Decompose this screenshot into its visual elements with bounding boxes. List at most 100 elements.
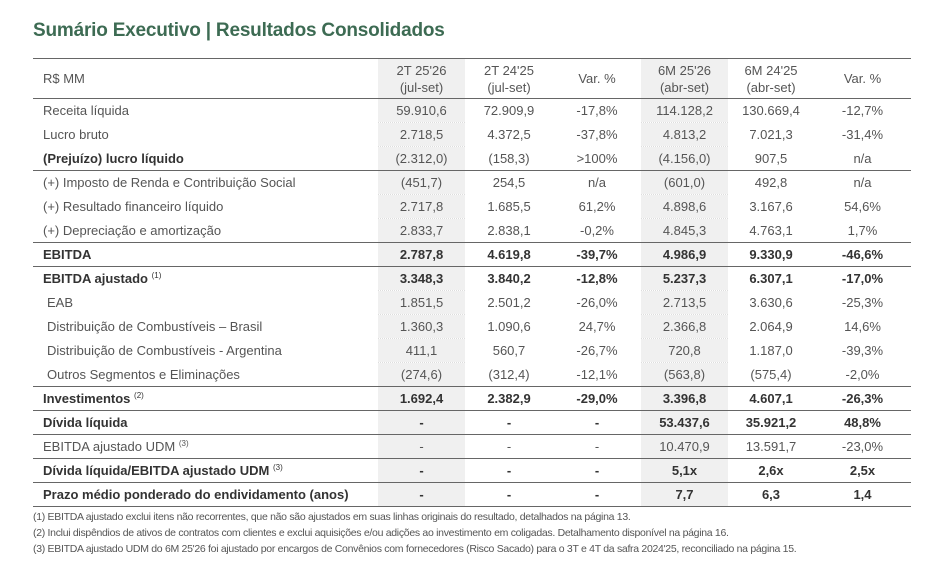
footnote: (3) EBITDA ajustado UDM do 6M 25'26 foi … [33, 543, 797, 555]
cell-value: -25,3% [841, 295, 884, 310]
row-label: Distribuição de Combustíveis – Brasil [33, 315, 378, 339]
table-row: Distribuição de Combustíveis – Brasil 1.3… [33, 314, 911, 339]
cell-value: (575,4) [728, 362, 814, 387]
row-label-text: Lucro bruto [43, 127, 109, 142]
cell-value: (312,4) [465, 362, 553, 387]
cell-value: 48,8% [814, 410, 911, 435]
cell-value: - [465, 434, 553, 459]
table-row: Lucro bruto 2.718,5 4.372,5 -37,8% 4.813,2 7.… [33, 122, 911, 147]
cell-value: -12,7% [841, 103, 884, 119]
cell-value: 2.366,8 [641, 314, 728, 339]
cell-value: (2.312,0) [378, 146, 465, 171]
cell-value: - [465, 410, 553, 435]
table-row: (+) Resultado financeiro líquido 2.717,8 1… [33, 194, 911, 219]
cell-value: 130.669,4 [742, 103, 800, 119]
row-label-text: EAB [47, 295, 74, 310]
cell-value: (451,7) [378, 170, 465, 195]
row-label: (+) Resultado financeiro líquido [33, 195, 378, 219]
row-label-text: Investimentos [43, 391, 131, 406]
cell-value: -17,8% [576, 103, 618, 119]
cell-value: 1.692,4 [378, 386, 465, 411]
cell-value: 411,1 [378, 338, 465, 363]
cell-value: 2.501,2 [487, 295, 531, 310]
cell-value: 3.348,3 [378, 266, 465, 291]
table-row: EBITDA ajustado (1) 3.348,3 3.840,2 -12,8% 5… [33, 266, 911, 291]
cell-value: 2.382,9 [465, 386, 553, 411]
row-label-text: EBITDA ajustado UDM [43, 439, 176, 454]
cell-value: 6.307,1 [749, 271, 793, 287]
cell-value: 2.833,7 [378, 218, 465, 243]
row-label: EBITDA ajustado (1) [33, 267, 378, 291]
column-header: 6M 24'25 (abr-set) [728, 58, 814, 99]
page-title: Sumário Executivo | Resultados Consolida… [33, 20, 445, 41]
row-label: EAB [33, 291, 378, 315]
row-label: Dívida líquida/EBITDA ajustado UDM (3) [33, 458, 378, 483]
cell-value: 2.838,1 [465, 218, 553, 243]
cell-value: -46,6% [814, 242, 911, 267]
column-header: 6M 25'26 (abr-set) [641, 58, 728, 99]
content: R$ MM 2T 25'26 (jul-set) 2T 24'25 (jul-set… [33, 58, 911, 557]
cell-value: 114.128,2 [641, 98, 728, 123]
row-label: (+) Imposto de Renda e Contribuição Soci… [33, 171, 378, 195]
header-line1: 6M 25'26 [657, 62, 712, 78]
cell-value: 492,8 [754, 175, 788, 191]
column-header: 2T 25'26 (jul-set) [378, 58, 465, 99]
cell-value: 4.898,6 [641, 194, 728, 219]
cell-value: 13.591,7 [728, 434, 814, 459]
cell-value: -26,0% [576, 295, 618, 310]
cell-value: (274,6) [378, 362, 465, 387]
cell-value: 4.845,3 [641, 218, 728, 243]
cell-value: 6,3 [728, 482, 814, 507]
cell-value: -0,2% [553, 218, 641, 243]
cell-value: 1.360,3 [378, 314, 465, 339]
header-line2: (jul-set) [487, 79, 531, 95]
cell-value: 35.921,2 [728, 410, 814, 435]
cell-value: - [553, 434, 641, 459]
cell-value: 3.167,6 [749, 199, 793, 214]
cell-value: 72.909,9 [483, 103, 535, 119]
cell-value: 1.090,6 [487, 319, 531, 334]
cell-value: 3.396,8 [641, 386, 728, 411]
cell-value: 2.717,8 [378, 194, 465, 219]
cell-value: 2.718,5 [378, 122, 465, 147]
cell-value: (4.156,0) [641, 146, 728, 171]
cell-value: 4.372,5 [487, 127, 531, 142]
cell-value: n/a [587, 175, 607, 191]
cell-value: (601,0) [641, 170, 728, 195]
row-label-text: Outros Segmentos e Eliminações [47, 366, 240, 382]
row-label: Receita líquida [33, 99, 378, 123]
footnotes: (1) EBITDA ajustado exclui itens não rec… [33, 509, 911, 557]
table-row: Investimentos (2) 1.692,4 2.382,9 -29,0% 3.3… [33, 386, 911, 411]
column-header: Var. % [553, 58, 641, 99]
cell-value: 907,5 [728, 146, 814, 171]
cell-value: 1.685,5 [487, 199, 531, 214]
cell-value: 254,5 [492, 175, 526, 191]
cell-value: 7,7 [641, 482, 728, 507]
cell-value: 4.619,8 [465, 242, 553, 267]
cell-value: 2,6x [728, 458, 814, 483]
cell-value: -2,0% [814, 362, 911, 387]
row-label-text: (Prejuízo) lucro líquido [43, 150, 184, 166]
cell-value: -23,0% [814, 434, 911, 459]
table-row: (Prejuízo) lucro líquido (2.312,0) (158,3)… [33, 146, 911, 171]
cell-value: n/a [853, 175, 872, 191]
row-label: Investimentos (2) [33, 386, 378, 411]
cell-value: 1,7% [814, 218, 911, 243]
cell-value: 5,1x [641, 458, 728, 483]
cell-value: -29,0% [553, 386, 641, 411]
row-label-text: Distribuição de Combustíveis - Argentina [47, 343, 282, 358]
cell-value: 5.237,3 [641, 266, 728, 291]
table-row: EBITDA ajustado UDM (3) - - -10.470,9 13.591… [33, 434, 911, 459]
row-label: EBITDA ajustado UDM (3) [33, 434, 378, 459]
row-label-text: Prazo médio ponderado do endividamento (… [43, 487, 349, 502]
cell-value: -17,0% [841, 271, 884, 287]
row-label-text: (+) Resultado financeiro líquido [43, 199, 224, 214]
cell-value: (158,3) [465, 146, 553, 171]
cell-value: 54,6% [844, 199, 881, 214]
table-row: Receita líquida 59.910,6 72.909,9 -17,8% 114… [33, 98, 911, 123]
table-row: EAB 1.851,5 2.501,2 -26,0% 2.713,5 3.630,6 -25… [33, 290, 911, 315]
header-line1: 2T 25'26 [396, 62, 447, 78]
cell-value: 61,2% [578, 199, 616, 214]
header-line2: (jul-set) [399, 79, 444, 95]
footnote-ref: (3) [178, 439, 189, 448]
